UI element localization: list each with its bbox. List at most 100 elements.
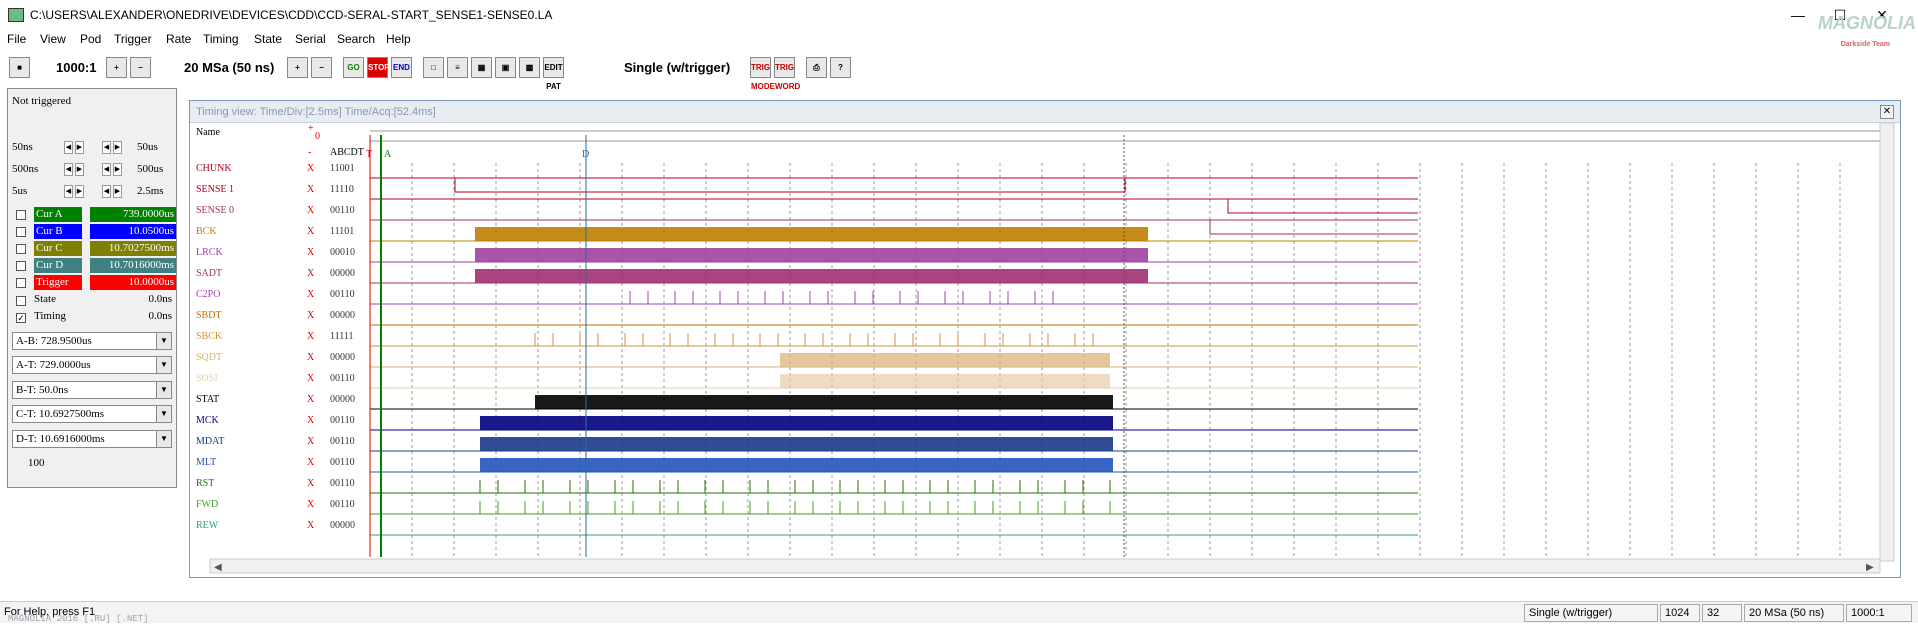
signal-name[interactable]: SOSI [196,373,218,384]
state-checkbox[interactable] [16,296,26,306]
maximize-button[interactable]: ☐ [1833,7,1847,23]
menu-search[interactable]: Search [337,32,376,46]
cursor-d-checkbox[interactable] [16,261,26,271]
menu-state[interactable]: State [254,32,283,46]
title-bar: C:\USERS\ALEXANDER\ONEDRIVE\DEVICES\CDD\… [0,0,1918,48]
cursor-c-checkbox[interactable] [16,244,26,254]
signal-name[interactable]: SBDT [196,310,222,321]
menu-pod[interactable]: Pod [80,32,102,46]
menu-file[interactable]: File [7,32,27,46]
menu-view[interactable]: View [40,32,66,46]
menu-rate[interactable]: Rate [166,32,192,46]
signal-burst [475,227,1148,241]
save-icon[interactable]: ■ [9,57,30,78]
chevron-down-icon[interactable]: ▼ [156,406,171,422]
end-button[interactable]: END [391,57,412,78]
diff-select-dt[interactable]: D-T: 10.6916000ms ▼ [12,430,172,448]
menu-trigger[interactable]: Trigger [114,32,152,46]
signal-name[interactable]: SENSE 1 [196,184,235,195]
rate-up-icon[interactable]: + [287,57,308,78]
serial-view-icon[interactable]: ▣ [495,57,516,78]
minimize-button[interactable]: — [1791,7,1805,23]
close-icon[interactable]: ✕ [1880,105,1894,119]
step-left-up-icon[interactable]: ▶ [75,141,84,154]
signal-x-marker: X [307,352,315,363]
close-button[interactable]: ✕ [1876,7,1888,23]
diff-select-bt[interactable]: B-T: 50.0ns ▼ [12,381,172,399]
signal-burst [780,353,1110,367]
trigger-mode-button[interactable]: TRIG MODE [750,57,775,91]
waveform-area[interactable]: T A D ◀ ▶ [190,101,1900,577]
step-right-up-icon[interactable]: ▶ [113,185,122,198]
step-left-down-icon[interactable]: ◀ [64,185,73,198]
cursor-a-checkbox[interactable] [16,210,26,220]
signal-name[interactable]: STAT [196,394,220,405]
state-view-icon[interactable]: ▦ [471,57,492,78]
step-left-up-icon[interactable]: ▶ [75,185,84,198]
signal-name[interactable]: SADT [196,268,223,279]
zoom-out-icon[interactable]: − [130,57,151,78]
help-hint: For Help, press F1 [4,606,96,618]
diff-dt-text: D-T: 10.6916000ms [16,433,105,445]
step-right-down-icon[interactable]: ◀ [102,185,111,198]
print-icon[interactable]: ⎙ [806,57,827,78]
signal-name[interactable]: CHUNK [196,163,232,174]
signal-x-marker: X [307,415,315,426]
menu-serial[interactable]: Serial [295,32,326,46]
diff-select-at[interactable]: A-T: 729.0000us ▼ [12,356,172,374]
chevron-down-icon[interactable]: ▼ [156,357,171,373]
name-header: Name [196,127,220,138]
signal-name[interactable]: SBCK [196,331,223,342]
signal-name[interactable]: LRCK [196,247,223,258]
cursor-row-trigger: Trigger 10.0000us [12,275,176,291]
new-page-icon[interactable]: □ [423,57,444,78]
step-left-down-icon[interactable]: ◀ [64,163,73,176]
cursor-b-checkbox[interactable] [16,227,26,237]
signal-burst [780,374,1110,388]
menu-timing[interactable]: Timing [203,32,239,46]
timing-checkbox[interactable]: ✓ [16,313,26,323]
signal-value: 00010 [330,247,355,258]
horizontal-scrollbar [209,558,1881,574]
step-right-up-icon[interactable]: ▶ [113,163,122,176]
diff-select-ct[interactable]: C-T: 10.6927500ms ▼ [12,405,172,423]
status-width: 32 [1702,604,1742,622]
signal-name[interactable]: BCK [196,226,217,237]
trigger-checkbox[interactable] [16,278,26,288]
step-right-up-icon[interactable]: ▶ [113,141,122,154]
step-left-down-icon[interactable]: ◀ [64,141,73,154]
signal-burst [475,269,1148,283]
timing-view-icon[interactable]: ≡ [447,57,468,78]
signal-name[interactable]: MCK [196,415,219,426]
step-right-down-icon[interactable]: ◀ [102,141,111,154]
cursor-d-value: 10.7016000ms [90,258,176,273]
signal-name[interactable]: C2PO [196,289,221,300]
menu-help[interactable]: Help [386,32,411,46]
signal-name[interactable]: MDAT [196,436,225,447]
step-left-up-icon[interactable]: ▶ [75,163,84,176]
trigger-word-button[interactable]: TRIG WORD [774,57,800,91]
go-button[interactable]: GO [343,57,364,78]
signal-name[interactable]: SENSE 0 [196,205,235,216]
zoom-ratio: 1000:1 [56,60,97,75]
zero-label: 0 [315,131,320,142]
diff-select-ab[interactable]: A-B: 728.9500us ▼ [12,332,172,350]
rate-down-icon[interactable]: − [311,57,332,78]
edit-pattern-button[interactable]: EDIT PAT [543,57,564,91]
signal-name[interactable]: REW [196,520,219,531]
signal-x-marker: X [307,457,315,468]
zoom-in-icon[interactable]: + [106,57,127,78]
step-right-down-icon[interactable]: ◀ [102,163,111,176]
chevron-down-icon[interactable]: ▼ [156,333,171,349]
signal-name[interactable]: SQDT [196,352,223,363]
signal-name[interactable]: MLT [196,457,217,468]
chevron-down-icon[interactable]: ▼ [156,431,171,447]
signal-name[interactable]: FWD [196,499,219,510]
status-depth: 1024 [1660,604,1700,622]
help-button[interactable]: ? [830,57,851,78]
chip-view-icon[interactable]: ▩ [519,57,540,78]
scroll-right-icon: ▶ [1866,562,1874,573]
stop-button[interactable]: STOP [367,57,390,78]
signal-name[interactable]: RST [196,478,215,489]
chevron-down-icon[interactable]: ▼ [156,382,171,398]
